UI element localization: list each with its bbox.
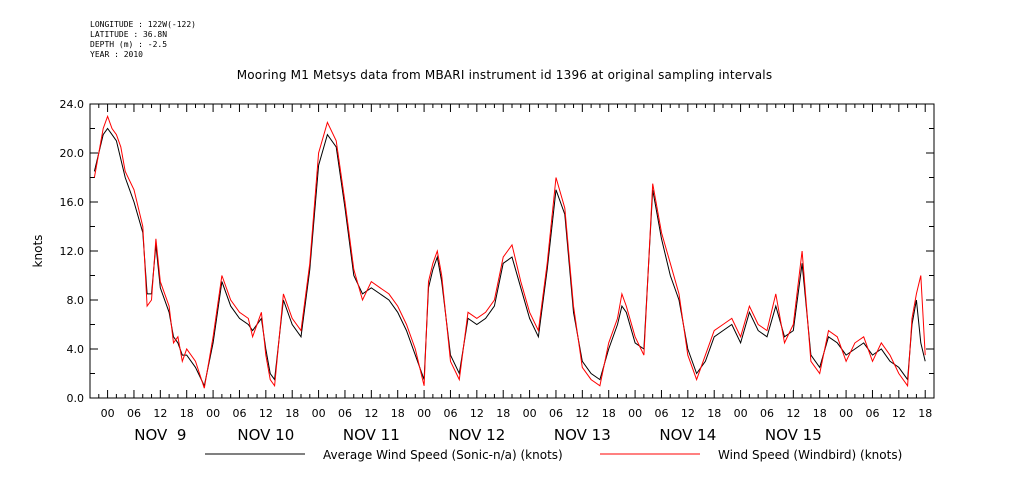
depth-text: DEPTH (m) : -2.5: [90, 40, 168, 49]
x-tick-label: 00: [206, 407, 220, 420]
y-tick-label: 24.0: [60, 98, 85, 111]
x-tick-label: 06: [232, 407, 246, 420]
x-tick-label: 00: [312, 407, 326, 420]
y-tick-label: 12.0: [60, 245, 85, 258]
x-tick-label: 06: [654, 407, 668, 420]
x-tick-label: 12: [575, 407, 589, 420]
series-line-windbird-wind-speed: [93, 114, 926, 389]
x-tick-label: 18: [602, 407, 616, 420]
x-tick-label: 06: [443, 407, 457, 420]
x-tick-label: 12: [364, 407, 378, 420]
x-tick-label: 18: [813, 407, 827, 420]
x-tick-label: 18: [918, 407, 932, 420]
y-tick-label: 4.0: [67, 343, 85, 356]
day-label: NOV 9: [134, 426, 186, 444]
legend-label: Wind Speed (Windbird) (knots): [718, 448, 902, 462]
y-tick-label: 0.0: [67, 392, 85, 405]
day-label: NOV 14: [659, 426, 716, 444]
day-label: NOV 15: [765, 426, 822, 444]
x-tick-label: 12: [786, 407, 800, 420]
legend-label: Average Wind Speed (Sonic-n/a) (knots): [323, 448, 563, 462]
x-tick-label: 06: [760, 407, 774, 420]
longitude-text: LONGITUDE : 122W(-122): [90, 20, 196, 29]
x-tick-label: 12: [470, 407, 484, 420]
year-text: YEAR : 2010: [90, 50, 143, 59]
x-tick-label: 12: [153, 407, 167, 420]
x-tick-label: 00: [101, 407, 115, 420]
x-tick-label: 06: [127, 407, 141, 420]
x-tick-label: 12: [259, 407, 273, 420]
x-tick-label: 00: [839, 407, 853, 420]
y-tick-label: 8.0: [67, 294, 85, 307]
x-tick-label: 18: [496, 407, 510, 420]
latitude-text: LATITUDE : 36.8N: [90, 30, 168, 39]
x-tick-label: 18: [707, 407, 721, 420]
x-tick-label: 12: [892, 407, 906, 420]
y-tick-label: 16.0: [60, 196, 85, 209]
series-line-average-wind-speed: [93, 127, 926, 388]
day-label: NOV 12: [448, 426, 505, 444]
day-label: NOV 13: [554, 426, 611, 444]
plot-frame: [89, 103, 935, 399]
x-tick-label: 00: [417, 407, 431, 420]
x-tick-label: 18: [391, 407, 405, 420]
day-label: NOV 11: [343, 426, 400, 444]
y-tick-label: 20.0: [60, 147, 85, 160]
y-axis-label: knots: [31, 235, 45, 268]
day-label: NOV 10: [237, 426, 294, 444]
x-tick-label: 00: [628, 407, 642, 420]
x-tick-label: 18: [180, 407, 194, 420]
x-tick-label: 18: [285, 407, 299, 420]
x-tick-label: 12: [681, 407, 695, 420]
x-tick-label: 00: [734, 407, 748, 420]
x-tick-label: 06: [338, 407, 352, 420]
metadata-block: LONGITUDE : 122W(-122) LATITUDE : 36.8N …: [90, 20, 196, 60]
chart-title: Mooring M1 Metsys data from MBARI instru…: [236, 68, 773, 82]
x-tick-label: 06: [865, 407, 879, 420]
x-tick-label: 00: [523, 407, 537, 420]
x-tick-label: 06: [549, 407, 563, 420]
